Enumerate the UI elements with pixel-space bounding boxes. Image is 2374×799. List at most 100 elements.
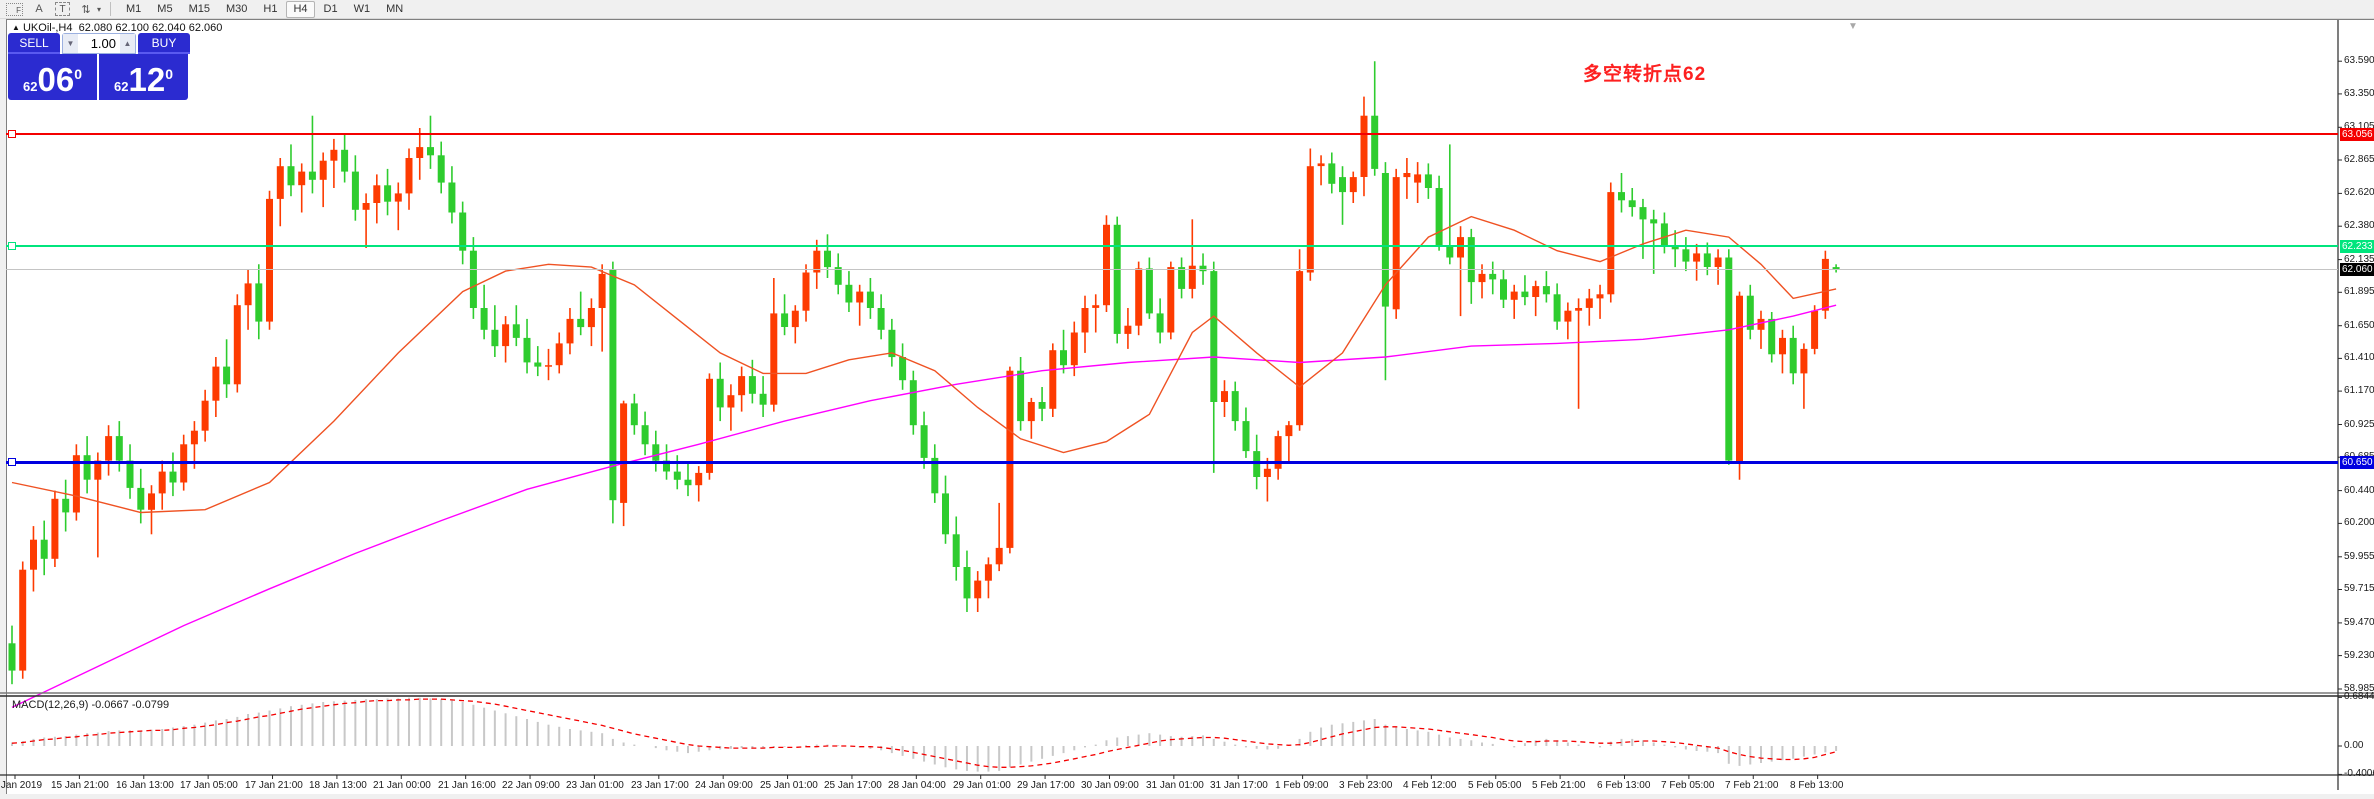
pivot-line[interactable]	[6, 245, 2338, 248]
time-axis-label: 25 Jan 01:00	[760, 780, 818, 791]
resistance-line[interactable]	[6, 133, 2338, 135]
time-axis-label: 31 Jan 17:00	[1210, 780, 1268, 791]
objects-arrows-icon[interactable]: ⇅	[81, 3, 91, 16]
macd-axis-tick-label: 0.6844	[2344, 691, 2374, 702]
price-axis-tick-label: 59.470	[2344, 617, 2374, 628]
time-axis-label: 4 Feb 12:00	[1403, 780, 1457, 791]
timeframe-m15-button[interactable]: M15	[188, 2, 210, 15]
time-axis-label: 30 Jan 09:00	[1081, 780, 1139, 791]
time-axis-label: 7 Feb 05:00	[1661, 780, 1715, 791]
chart-window[interactable]	[6, 19, 2374, 794]
timeframe-m30-button[interactable]: M30	[225, 2, 248, 15]
text-box-icon[interactable]: T	[55, 2, 70, 16]
ask-prefix: 62	[114, 79, 129, 94]
support-line-price-label: 60.650	[2340, 456, 2374, 469]
macd-axis-tick-label: 0.00	[2344, 740, 2364, 751]
time-axis-label: 16 Jan 13:00	[116, 780, 174, 791]
chart-annotation-text[interactable]: 多空转折点62	[1583, 64, 1707, 85]
time-axis-label: 17 Jan 05:00	[180, 780, 238, 791]
price-axis-tick-label: 62.865	[2344, 154, 2374, 165]
price-axis-tick-label: 59.230	[2344, 650, 2374, 661]
timeframe-mn-button[interactable]: MN	[386, 2, 404, 15]
time-axis-label: 1 Feb 09:00	[1275, 780, 1329, 791]
bid-quote-button[interactable]: 62 06 0	[8, 54, 97, 100]
time-axis-label: 5 Feb 05:00	[1468, 780, 1522, 791]
bid-big-digits: 06	[37, 61, 75, 98]
resistance-line-price-label: 63.056	[2340, 128, 2374, 141]
price-axis-tick-label: 60.440	[2344, 485, 2374, 496]
time-axis-label: 8 Feb 13:00	[1790, 780, 1844, 791]
bid-price-line-price-label: 62.060	[2340, 263, 2374, 276]
collapse-icon[interactable]: ▲	[12, 23, 20, 32]
volume-decrease-button[interactable]: ▼	[63, 34, 78, 53]
time-axis-label: 15 Jan 21:00	[51, 780, 109, 791]
ohlc-values: 62.080 62.100 62.040 62.060	[78, 22, 223, 34]
time-axis-label: 17 Jan 21:00	[245, 780, 303, 791]
price-axis-tick-label: 61.410	[2344, 352, 2374, 363]
volume-increase-button[interactable]: ▲	[120, 34, 135, 53]
time-axis-label: 3 Feb 23:00	[1339, 780, 1393, 791]
bid-pip-digit: 0	[74, 66, 82, 82]
objects-dropdown-caret-icon[interactable]: ▾	[97, 4, 102, 14]
ask-quote-button[interactable]: 62 12 0	[99, 54, 188, 100]
price-axis-tick-label: 59.955	[2344, 551, 2374, 562]
timeframe-m5-button[interactable]: M5	[157, 2, 173, 15]
chart-header: ▲ UKOil-,H4 62.080 62.100 62.040 62.060	[12, 22, 222, 34]
time-axis-label: 31 Jan 01:00	[1146, 780, 1204, 791]
price-axis-tick-label: 60.925	[2344, 419, 2374, 430]
price-axis-tick-label: 62.620	[2344, 187, 2374, 198]
time-axis-label: 29 Jan 01:00	[953, 780, 1011, 791]
time-axis-label: 29 Jan 17:00	[1017, 780, 1075, 791]
volume-input[interactable]	[78, 34, 120, 53]
buy-button[interactable]: BUY	[138, 33, 190, 54]
price-axis-tick-label: 58.985	[2344, 683, 2374, 694]
timeframe-m1-button[interactable]: M1	[126, 2, 142, 15]
timeframe-d1-button[interactable]: D1	[323, 2, 338, 15]
macd-axis-tick-label: -0.4006	[2344, 768, 2374, 779]
timeframe-h1-button[interactable]: H1	[263, 2, 278, 15]
time-axis-label: 24 Jan 09:00	[695, 780, 753, 791]
time-axis-label: 21 Jan 16:00	[438, 780, 496, 791]
macd-indicator-label: MACD(12,26,9) -0.0667 -0.0799	[12, 699, 170, 711]
price-axis-tick-label: 61.650	[2344, 320, 2374, 331]
pivot-line-price-label: 62.233	[2340, 240, 2374, 253]
symbol-name: UKOil-,H4	[22, 22, 73, 34]
price-axis-tick-label: 59.715	[2344, 583, 2374, 594]
time-axis-label: 23 Jan 01:00	[566, 780, 624, 791]
chart-shift-marker-icon[interactable]: ▼	[1848, 21, 1858, 32]
time-axis-label: 7 Feb 21:00	[1725, 780, 1779, 791]
time-axis-label: 15 Jan 2019	[0, 780, 43, 791]
price-axis-tick-label: 60.200	[2344, 517, 2374, 528]
price-axis-tick-label: 61.895	[2344, 286, 2374, 297]
price-axis-tick-label: 63.590	[2344, 55, 2374, 66]
price-axis-tick-label: 61.170	[2344, 385, 2374, 396]
time-axis-label: 18 Jan 13:00	[309, 780, 367, 791]
sell-button[interactable]: SELL	[8, 33, 60, 54]
pivot-line-handle[interactable]	[8, 242, 16, 250]
bid-prefix: 62	[23, 79, 38, 94]
time-axis-label: 6 Feb 13:00	[1597, 780, 1651, 791]
price-axis-tick-label: 63.350	[2344, 88, 2374, 99]
time-axis-label: 28 Jan 04:00	[888, 780, 946, 791]
toolbar-separator	[110, 2, 112, 16]
time-axis-label: 21 Jan 00:00	[373, 780, 431, 791]
timeframe-h4-button[interactable]: H4	[286, 0, 315, 18]
price-axis-tick-label: 62.135	[2344, 254, 2374, 265]
timeframe-w1-button[interactable]: W1	[353, 2, 371, 15]
bid-price-line[interactable]	[6, 269, 2338, 271]
support-line[interactable]	[6, 460, 2338, 464]
time-axis-label: 25 Jan 17:00	[824, 780, 882, 791]
ask-pip-digit: 0	[165, 66, 173, 82]
time-axis-label: 22 Jan 09:00	[502, 780, 560, 791]
resistance-line-handle[interactable]	[8, 130, 16, 138]
support-line-handle[interactable]	[8, 458, 16, 466]
toolbar: F A T ⇅ ▾ M1 M5 M15 M30 H1 H4 D1 W1 MN	[0, 0, 2374, 19]
text-label-icon[interactable]: A	[35, 3, 43, 15]
price-axis-tick-label: 62.380	[2344, 220, 2374, 231]
ask-big-digits: 12	[128, 61, 166, 98]
time-axis-label: 5 Feb 21:00	[1532, 780, 1586, 791]
price-axis-tick-label: 63.105	[2344, 121, 2374, 132]
indicator-grid-icon[interactable]: F	[6, 2, 23, 16]
time-axis-label: 23 Jan 17:00	[631, 780, 689, 791]
